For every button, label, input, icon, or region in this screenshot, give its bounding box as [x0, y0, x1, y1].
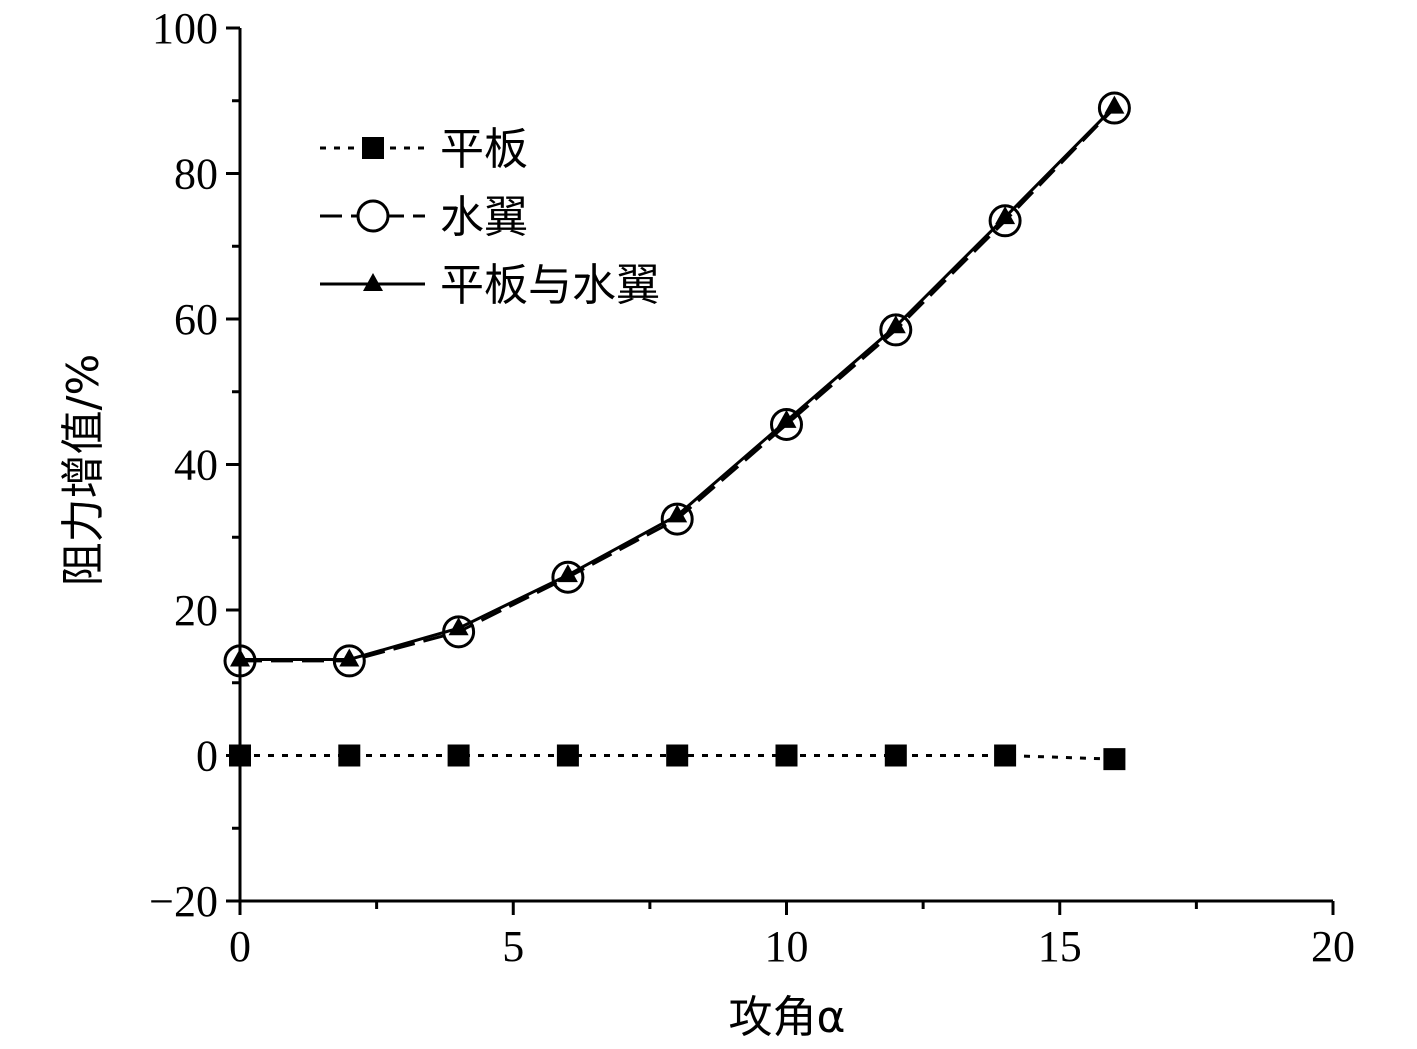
series-2-point: [988, 204, 1022, 238]
x-tick-label: 15: [1038, 922, 1082, 971]
series-3: [230, 95, 1125, 667]
series-2-line: [240, 106, 1116, 663]
series-3-point: [448, 617, 469, 636]
series-3-point: [339, 648, 360, 667]
series-1-point: [338, 744, 361, 767]
series-1-point: [229, 744, 251, 767]
series-2: [223, 91, 1131, 678]
series-3-line: [240, 105, 1116, 661]
x-tick-label: 20: [1311, 922, 1355, 971]
series-1-point: [775, 744, 798, 767]
y-tick-label: 80: [174, 150, 218, 199]
x-axis-title: 攻角α: [728, 992, 845, 1043]
series-1-point: [994, 744, 1017, 767]
series-1-point: [1103, 748, 1126, 771]
series-2-point: [770, 407, 803, 441]
y-tick-label: 40: [174, 441, 218, 490]
series-2-point: [879, 313, 913, 347]
series-layer: [223, 91, 1131, 771]
series-1-point: [884, 744, 907, 767]
y-tick-label: 0: [196, 732, 218, 781]
x-tick-label: 10: [765, 922, 809, 971]
series-3-point: [230, 648, 250, 667]
legend-swatch-marker: [362, 137, 384, 159]
series-3-point: [667, 504, 688, 523]
legend-label: 水翼: [440, 192, 528, 243]
series-2-point: [551, 560, 585, 594]
y-tick-label: 20: [174, 586, 218, 635]
series-3-point: [885, 315, 906, 334]
legend-swatch-marker: [356, 199, 390, 233]
series-3-point: [776, 409, 797, 428]
x-tick-label: 0: [229, 922, 251, 971]
series-2-point: [1097, 91, 1131, 125]
legend-label: 平板: [440, 124, 528, 175]
series-2-point: [660, 502, 694, 536]
legend-item-1: 平板: [320, 124, 528, 175]
series-1-point: [556, 744, 579, 767]
series-3-point: [995, 206, 1016, 225]
y-tick-label: 60: [174, 295, 218, 344]
series-1-point: [447, 744, 470, 767]
y-axis-title: 阻力增值/%: [58, 354, 109, 587]
legend-item-3: 平板与水翼: [320, 260, 660, 311]
series-3-point: [557, 564, 578, 583]
legend-item-2: 水翼: [320, 192, 528, 243]
series-1: [229, 744, 1126, 771]
x-tick-label: 5: [502, 922, 524, 971]
legend-label: 平板与水翼: [440, 260, 660, 311]
legend-swatch-marker: [363, 273, 383, 291]
y-tick-label: −20: [149, 877, 218, 926]
y-tick-label: 100: [152, 4, 218, 53]
series-1-point: [666, 744, 689, 767]
series-3-point: [1104, 95, 1125, 114]
